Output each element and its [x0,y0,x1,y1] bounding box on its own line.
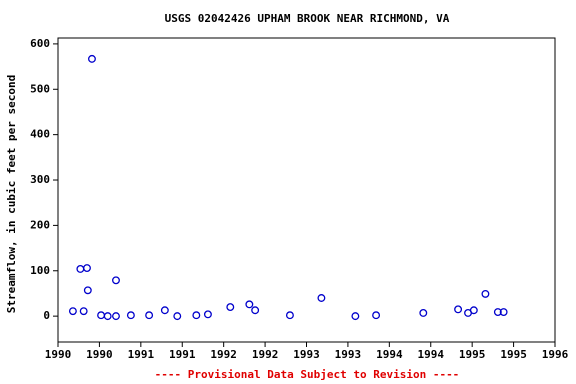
x-tick-label: 1993 [335,348,362,361]
x-tick-label: 1990 [86,348,113,361]
data-point [97,311,106,320]
x-tick-label: 1992 [252,348,279,361]
data-point [203,310,212,319]
x-tick-label: 1994 [376,348,403,361]
x-tick-label: 1993 [293,348,320,361]
data-point [160,306,169,315]
data-point [192,311,201,320]
x-tick-label: 1995 [459,348,486,361]
y-tick-label: 300 [30,173,50,186]
data-point [79,307,88,316]
x-tick-label: 1992 [210,348,237,361]
x-tick-label: 1990 [45,348,72,361]
data-point [226,303,235,312]
y-tick-label: 100 [30,264,50,277]
data-point [112,312,120,321]
data-point [83,264,91,272]
x-tick-label: 1995 [500,348,527,361]
data-point [419,309,428,317]
data-point [499,308,508,317]
y-tick-label: 500 [30,82,50,95]
x-tick-label: 1991 [128,348,155,361]
data-point [103,312,112,321]
x-tick-label: 1996 [542,348,569,361]
y-tick-label: 600 [30,37,50,50]
data-point [68,307,77,316]
data-point [88,54,96,63]
plot-frame [57,37,556,343]
data-point [469,306,478,315]
data-point [372,311,381,320]
data-point [317,294,326,302]
data-point [126,311,135,320]
data-point [245,300,254,309]
data-point [481,289,490,298]
footnote: ---- Provisional Data Subject to Revisio… [155,368,460,381]
y-tick-label: 400 [30,128,50,141]
data-point [173,312,182,321]
y-tick-label: 200 [30,218,50,231]
data-point [285,311,294,320]
data-point [351,312,360,321]
chart-title: USGS 02042426 UPHAM BROOK NEAR RICHMOND,… [165,12,450,25]
x-tick-label: 1994 [418,348,445,361]
data-point [112,276,120,285]
data-point [76,264,85,273]
data-point [145,311,154,320]
x-tick-label: 1991 [169,348,196,361]
y-axis-label: Streamflow, in cubic feet per second [5,75,18,313]
data-point [251,306,260,315]
data-point [493,308,502,317]
data-point [83,286,92,295]
y-tick-label: 0 [43,309,50,322]
data-point [454,305,463,314]
